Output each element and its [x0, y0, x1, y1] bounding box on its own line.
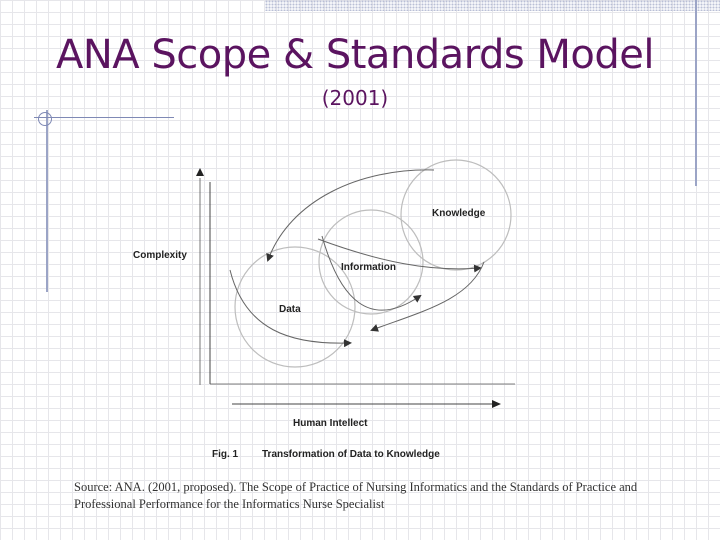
slide-subtitle: (2001) — [321, 86, 389, 110]
node-label-data: Data — [279, 304, 301, 315]
information-circle — [318, 209, 424, 315]
circle-ornament — [38, 112, 52, 126]
left-horizontal-rule — [34, 117, 174, 118]
node-label-knowledge: Knowledge — [432, 208, 486, 219]
data-to-information-arrow — [229, 269, 352, 348]
right-decoration-line — [695, 0, 697, 186]
y-axis-arrowhead — [196, 168, 204, 176]
source-citation: Source: ANA. (2001, proposed). The Scope… — [74, 480, 638, 511]
x-axis-arrowhead — [492, 400, 501, 408]
node-label-information: Information — [341, 262, 396, 273]
data-circle — [234, 246, 356, 368]
x-axis-label: Human Intellect — [293, 418, 368, 429]
information-to-knowledge-arrow — [317, 238, 482, 273]
slide-title: ANA Scope & Standards Model — [56, 32, 654, 78]
information-feedback-arrow — [321, 235, 422, 311]
y-axis-label: Complexity — [133, 250, 187, 261]
knowledge-circle — [400, 159, 512, 271]
figure-number: Fig. 1 — [212, 449, 239, 460]
knowledge-to-data-arrow — [266, 169, 435, 262]
figure-caption: Transformation of Data to Knowledge — [262, 449, 440, 460]
top-decoration-bar — [265, 0, 720, 11]
left-decoration-line — [46, 110, 48, 292]
knowledge-to-information-arrow — [370, 261, 485, 332]
